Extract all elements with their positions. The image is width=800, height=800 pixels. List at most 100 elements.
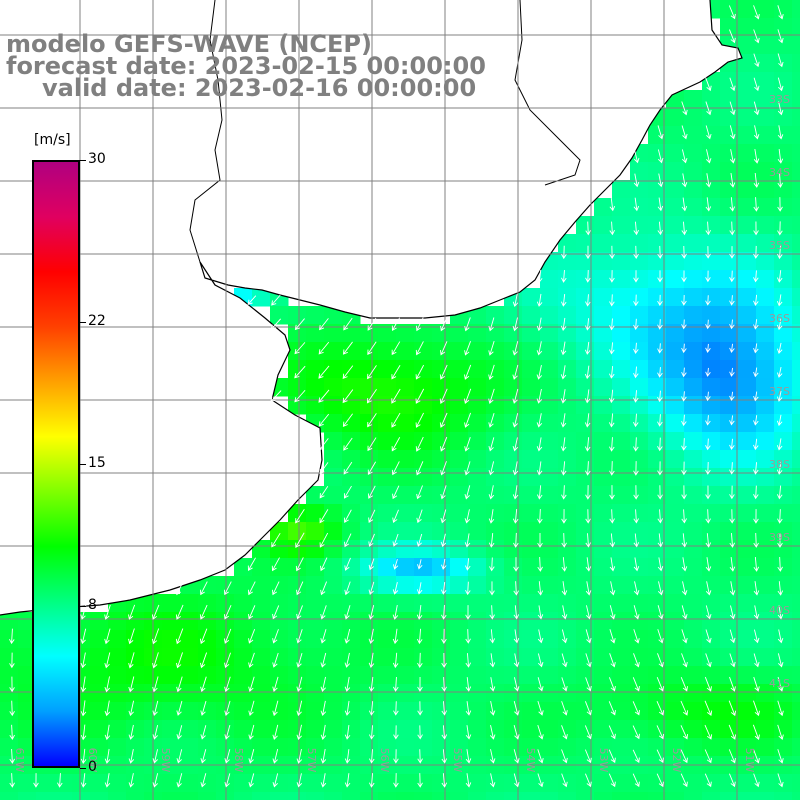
wind-arrow bbox=[560, 461, 567, 476]
wind-speed-cell bbox=[774, 252, 793, 271]
wind-speed-cell bbox=[648, 738, 667, 757]
wind-speed-cell bbox=[684, 684, 703, 703]
wind-speed-cell bbox=[378, 684, 397, 703]
wind-arrow bbox=[368, 604, 375, 620]
wind-speed-cell bbox=[756, 180, 775, 199]
wind-speed-cell bbox=[414, 360, 433, 379]
wind-speed-cell bbox=[414, 504, 433, 523]
wind-arrow bbox=[680, 749, 688, 764]
wind-speed-cell bbox=[558, 612, 577, 631]
wind-arrow bbox=[608, 389, 615, 404]
wind-arrow bbox=[488, 533, 495, 548]
wind-speed-cell bbox=[630, 342, 649, 361]
wind-arrow bbox=[393, 701, 399, 716]
wind-speed-cell bbox=[486, 594, 505, 613]
wind-speed-cell bbox=[558, 270, 577, 289]
wind-arrow bbox=[657, 437, 663, 452]
wind-speed-cell bbox=[612, 792, 631, 800]
wind-arrow bbox=[176, 749, 183, 764]
wind-speed-cell bbox=[540, 540, 559, 559]
wind-speed-cell bbox=[720, 0, 739, 19]
wind-speed-cell bbox=[18, 630, 37, 649]
wind-speed-cell bbox=[684, 630, 703, 649]
wind-speed-cell bbox=[90, 648, 109, 667]
wind-arrow bbox=[537, 773, 544, 788]
wind-arrow bbox=[9, 724, 15, 741]
wind-speed-cell bbox=[414, 792, 433, 800]
wind-speed-cell bbox=[396, 648, 415, 667]
wind-speed-cell bbox=[450, 792, 469, 800]
wind-speed-cell bbox=[72, 792, 91, 800]
wind-speed-cell bbox=[558, 396, 577, 415]
wind-arrow bbox=[320, 700, 327, 717]
wind-speed-cell bbox=[18, 666, 37, 685]
wind-speed-cell bbox=[288, 648, 307, 667]
wind-speed-cell bbox=[180, 612, 199, 631]
wind-speed-cell bbox=[792, 54, 800, 73]
wind-speed-cell bbox=[630, 216, 649, 235]
wind-arrow bbox=[777, 245, 783, 260]
wind-speed-cell bbox=[666, 360, 685, 379]
wind-speed-cell bbox=[360, 792, 379, 800]
wind-speed-cell bbox=[612, 522, 631, 541]
wind-arrow bbox=[729, 246, 735, 259]
wind-arrow bbox=[753, 77, 760, 92]
wind-speed-cell bbox=[576, 324, 595, 343]
wind-arrow bbox=[272, 773, 279, 788]
wind-arrow bbox=[657, 221, 664, 236]
wind-speed-cell bbox=[306, 612, 325, 631]
wind-speed-cell bbox=[702, 648, 721, 667]
colorbar-tick bbox=[80, 322, 86, 324]
wind-speed-cell bbox=[378, 702, 397, 721]
wind-arrow bbox=[777, 221, 783, 236]
wind-speed-cell bbox=[18, 612, 37, 631]
wind-arrow bbox=[656, 725, 664, 740]
wind-arrow bbox=[777, 366, 783, 378]
wind-arrow bbox=[777, 390, 783, 402]
colorbar-tick bbox=[80, 160, 86, 161]
wind-speed-cell bbox=[756, 360, 775, 379]
wind-speed-cell bbox=[702, 522, 721, 541]
wind-speed-cell bbox=[576, 648, 595, 667]
wind-speed-cell bbox=[594, 234, 613, 253]
wind-arrow bbox=[489, 773, 496, 788]
wind-speed-cell bbox=[216, 684, 235, 703]
wind-speed-cell bbox=[792, 18, 800, 37]
wind-speed-cell bbox=[630, 486, 649, 505]
wind-arrow bbox=[776, 270, 783, 283]
wind-arrow bbox=[392, 582, 399, 595]
wind-speed-cell bbox=[594, 738, 613, 757]
wind-speed-cell bbox=[180, 594, 199, 613]
wind-arrow bbox=[681, 557, 688, 572]
colorbar-tick bbox=[80, 768, 86, 769]
wind-speed-cell bbox=[594, 414, 613, 433]
longitude-label: 61W bbox=[13, 748, 26, 773]
wind-speed-cell bbox=[540, 792, 559, 800]
wind-arrow bbox=[296, 676, 303, 692]
wind-speed-cell bbox=[702, 450, 721, 469]
wind-speed-cell bbox=[360, 666, 379, 685]
wind-speed-cell bbox=[630, 378, 649, 397]
wind-speed-cell bbox=[450, 432, 469, 451]
wind-speed-cell bbox=[288, 738, 307, 757]
wind-speed-cell bbox=[378, 720, 397, 739]
wind-speed-cell bbox=[270, 720, 289, 739]
wind-speed-cell bbox=[54, 774, 73, 793]
wind-speed-cell bbox=[396, 396, 415, 415]
wind-speed-cell bbox=[558, 684, 577, 703]
wind-speed-cell bbox=[198, 648, 217, 667]
wind-arrow bbox=[777, 53, 784, 68]
wind-speed-cell bbox=[306, 522, 325, 541]
wind-speed-cell bbox=[594, 216, 613, 235]
wind-speed-cell bbox=[450, 522, 469, 541]
wind-speed-cell bbox=[468, 576, 487, 595]
wind-arrow bbox=[344, 749, 351, 764]
wind-speed-cell bbox=[666, 576, 685, 595]
wind-speed-cell bbox=[450, 504, 469, 523]
wind-arrow bbox=[344, 557, 351, 571]
wind-speed-cell bbox=[630, 576, 649, 595]
wind-speed-cell bbox=[270, 666, 289, 685]
wind-speed-cell bbox=[666, 270, 685, 289]
wind-arrow bbox=[633, 270, 639, 283]
wind-speed-cell bbox=[666, 558, 685, 577]
